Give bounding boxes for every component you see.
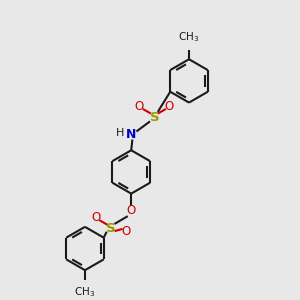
Text: S: S	[106, 222, 116, 235]
Text: O: O	[122, 225, 130, 238]
Text: N: N	[126, 128, 136, 141]
Text: S: S	[149, 110, 159, 124]
Text: O: O	[91, 211, 101, 224]
Text: O: O	[135, 100, 144, 112]
Text: O: O	[127, 204, 136, 218]
Text: CH$_3$: CH$_3$	[178, 30, 200, 44]
Text: H: H	[116, 128, 124, 138]
Text: O: O	[165, 100, 174, 112]
Text: CH$_3$: CH$_3$	[74, 286, 96, 299]
